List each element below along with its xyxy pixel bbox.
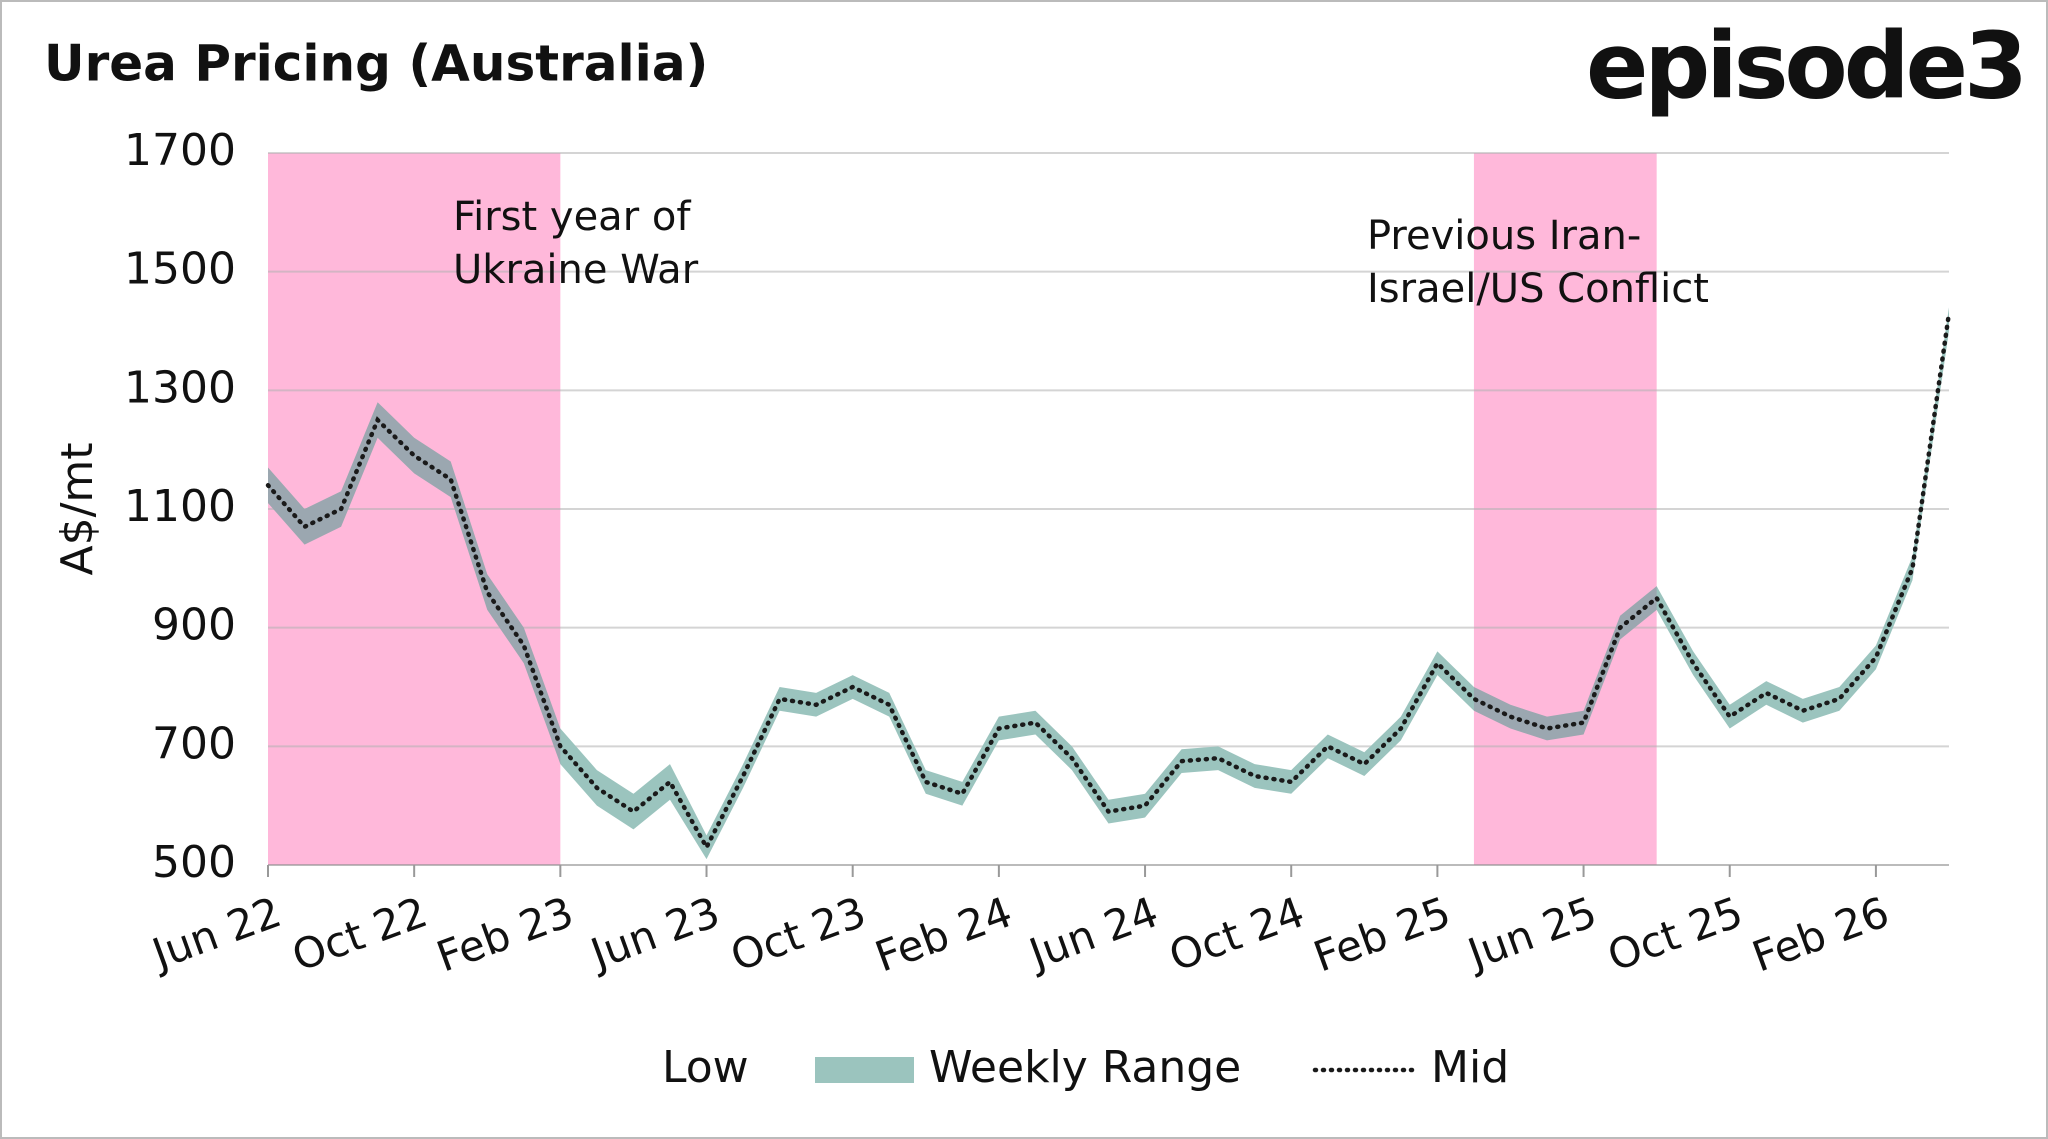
highlight-tint bbox=[1473, 153, 1657, 865]
legend-label: Mid bbox=[1431, 1042, 1509, 1093]
y-tick-label: 700 bbox=[152, 718, 236, 769]
annotation-label: Previous Iran- bbox=[1367, 213, 1641, 259]
chart-title: Urea Pricing (Australia) bbox=[44, 35, 708, 93]
y-tick-label: 1500 bbox=[124, 244, 236, 295]
y-tick-label: 1100 bbox=[124, 481, 236, 532]
legend-swatch bbox=[815, 1057, 914, 1083]
annotation-label: Israel/US Conflict bbox=[1367, 266, 1709, 312]
brand-logo: episode3 bbox=[1586, 12, 2024, 119]
legend-label: Weekly Range bbox=[929, 1042, 1241, 1093]
highlight-tint bbox=[268, 153, 561, 865]
mid-line bbox=[265, 310, 1952, 852]
annotation-label: Ukraine War bbox=[453, 247, 699, 293]
annotation-label: First year of bbox=[453, 194, 691, 240]
y-axis-title: A$/mt bbox=[52, 442, 103, 575]
legend-label: Low bbox=[662, 1042, 749, 1093]
y-tick-label: 900 bbox=[152, 600, 236, 651]
y-tick-label: 1700 bbox=[124, 125, 236, 176]
y-tick-label: 1300 bbox=[124, 362, 236, 413]
y-tick-label: 500 bbox=[152, 837, 236, 888]
